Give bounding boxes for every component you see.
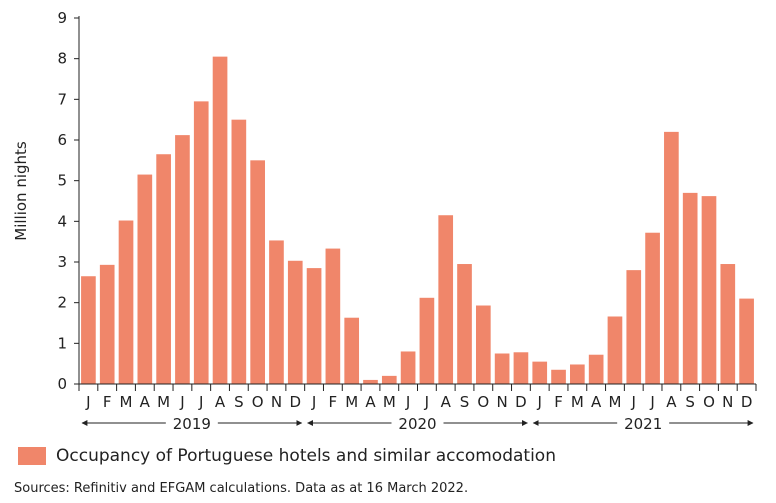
bar	[193, 101, 209, 385]
bar	[570, 364, 585, 384]
x-tick-label: S	[685, 393, 695, 411]
x-tick-label: D	[289, 393, 301, 411]
x-tick-label: J	[537, 393, 542, 411]
x-tick-label: M	[571, 393, 584, 411]
x-tick-label: J	[631, 393, 636, 411]
x-tick-label: O	[703, 393, 715, 411]
bar	[438, 215, 454, 384]
x-tick-label: M	[608, 393, 621, 411]
x-tick-label: A	[591, 393, 602, 411]
legend-label: Occupancy of Portuguese hotels and simil…	[56, 446, 556, 466]
y-axis: 0 1 2 3 4 5 6 7 8 9	[57, 9, 80, 393]
bar	[720, 264, 736, 384]
x-tick-label: A	[666, 393, 677, 411]
x-tick-label: M	[157, 393, 170, 411]
bar	[175, 135, 190, 384]
bar	[607, 316, 623, 384]
x-tick-label: M	[345, 393, 358, 411]
y-tick-label: 4	[57, 212, 67, 230]
bar	[457, 264, 472, 384]
bar	[701, 196, 717, 384]
x-tick-label: J	[405, 393, 410, 411]
bar	[532, 361, 548, 384]
y-tick-label: 0	[57, 375, 67, 393]
x-tick-label: O	[252, 393, 264, 411]
year-label: 2021	[624, 415, 662, 433]
x-tick-label: A	[215, 393, 226, 411]
bar	[118, 220, 134, 384]
x-tick-label: J	[424, 393, 429, 411]
x-tick-label: J	[311, 393, 316, 411]
bar	[137, 174, 153, 384]
year-label: 2019	[173, 415, 211, 433]
year-label: 2020	[398, 415, 436, 433]
bar	[494, 353, 510, 384]
x-tick-label: F	[554, 393, 563, 411]
y-tick-label: 5	[57, 172, 67, 190]
bar	[513, 352, 529, 384]
x-tick-label: O	[477, 393, 489, 411]
bar	[664, 131, 679, 384]
legend-swatch	[18, 447, 46, 465]
y-tick-label: 9	[57, 9, 67, 27]
y-axis-title: Million nights	[12, 141, 30, 241]
bar	[99, 264, 115, 384]
x-tick-label: J	[85, 393, 90, 411]
legend: Occupancy of Portuguese hotels and simil…	[18, 446, 556, 466]
bar	[400, 351, 416, 384]
bar	[475, 305, 491, 384]
x-tick-label: S	[460, 393, 470, 411]
x-tick-label: F	[103, 393, 112, 411]
bar	[363, 379, 378, 384]
x-tick-label: A	[140, 393, 151, 411]
year-groups: 2019 2020 2021	[81, 415, 754, 433]
x-tick-label: N	[271, 393, 282, 411]
y-tick-label: 2	[57, 294, 67, 312]
bar	[419, 297, 435, 384]
x-tick-label: J	[198, 393, 203, 411]
x-tick-label: J	[179, 393, 184, 411]
bar	[306, 268, 322, 384]
bar	[551, 369, 566, 384]
x-tick-label: M	[120, 393, 133, 411]
bar	[682, 192, 698, 384]
y-tick-label: 1	[57, 334, 67, 352]
bar	[325, 248, 341, 384]
bar	[212, 56, 228, 384]
bar	[381, 375, 397, 384]
bar	[287, 260, 303, 384]
x-tick-label: F	[329, 393, 338, 411]
x-tick-label: N	[497, 393, 508, 411]
x-tick-label: D	[515, 393, 527, 411]
y-tick-label: 8	[57, 50, 67, 68]
bar	[156, 154, 171, 384]
bar	[231, 119, 247, 385]
bar	[344, 317, 360, 384]
y-tick-label: 3	[57, 253, 67, 271]
y-tick-label: 7	[57, 90, 67, 108]
bars	[81, 56, 754, 385]
bar	[269, 240, 284, 384]
bar	[645, 232, 660, 384]
x-tick-label: J	[649, 393, 654, 411]
source-note: Sources: Refinitiv and EFGAM calculation…	[14, 481, 469, 496]
bar	[81, 276, 96, 384]
x-tick-label: A	[365, 393, 376, 411]
x-tick-label: N	[722, 393, 733, 411]
bar	[626, 270, 642, 384]
y-tick-label: 6	[57, 131, 67, 149]
bar	[588, 354, 604, 384]
bar	[739, 298, 754, 384]
x-tick-label: D	[741, 393, 753, 411]
x-tick-label: A	[441, 393, 452, 411]
x-tick-label: M	[383, 393, 396, 411]
bar	[250, 160, 265, 384]
x-tick-label: S	[234, 393, 244, 411]
